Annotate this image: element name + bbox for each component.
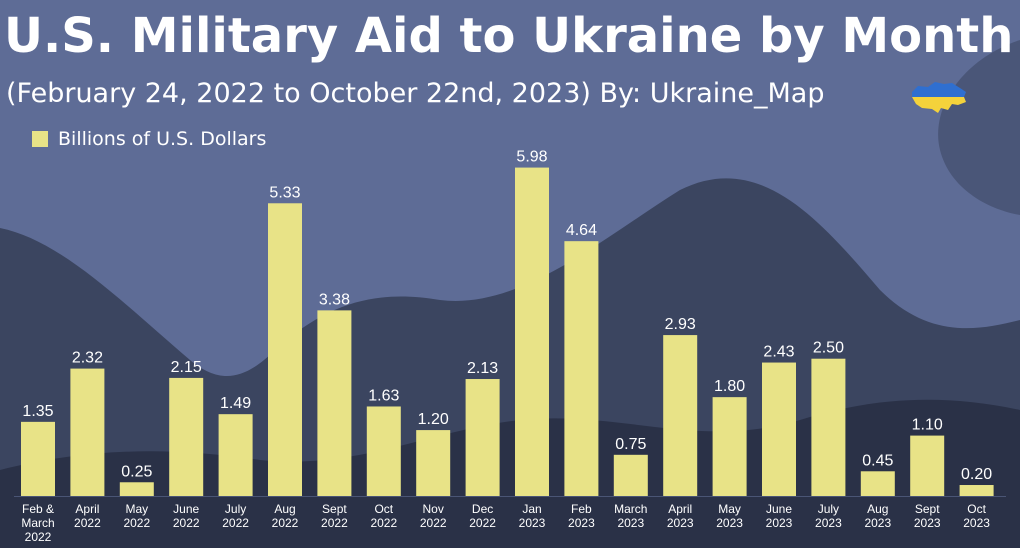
x-tick-label: Aug bbox=[867, 502, 888, 516]
x-tick-label: Dec bbox=[472, 502, 493, 516]
x-tick-label: 2022 bbox=[370, 516, 397, 530]
bar-value-label: 2.43 bbox=[763, 344, 794, 361]
bar bbox=[959, 485, 994, 496]
x-tick-label: July bbox=[818, 502, 839, 516]
bar-value-label: 1.80 bbox=[714, 378, 745, 395]
x-tick-label: 2022 bbox=[25, 530, 52, 544]
x-tick-label: Sept bbox=[915, 502, 940, 516]
bar bbox=[712, 397, 747, 496]
x-tick-label: Jan bbox=[522, 502, 541, 516]
bar-value-label: 0.20 bbox=[961, 466, 992, 483]
x-tick-label: March bbox=[21, 516, 54, 530]
bar-value-label: 4.64 bbox=[566, 222, 597, 239]
x-tick-label: May bbox=[718, 502, 741, 516]
bar bbox=[515, 167, 549, 497]
bar bbox=[564, 241, 599, 496]
bar-value-label: 1.63 bbox=[368, 387, 399, 404]
x-tick-label: Oct bbox=[967, 502, 986, 516]
x-tick-label: 2022 bbox=[123, 516, 150, 530]
bar-value-label: 2.32 bbox=[72, 350, 103, 367]
bar-value-label: 0.45 bbox=[862, 452, 893, 469]
x-tick-label: June bbox=[173, 502, 199, 516]
bar-value-label: 0.25 bbox=[121, 463, 152, 480]
bar-value-label: 2.93 bbox=[665, 316, 696, 333]
chart-subtitle: (February 24, 2022 to October 22nd, 2023… bbox=[6, 78, 825, 109]
x-tick-label: Aug bbox=[274, 502, 295, 516]
legend-label: Billions of U.S. Dollars bbox=[58, 128, 267, 150]
bar-value-label: 2.15 bbox=[171, 359, 202, 376]
bar-value-label: 1.20 bbox=[418, 411, 449, 428]
x-tick-label: Sept bbox=[322, 502, 347, 516]
bar bbox=[762, 362, 796, 496]
bar bbox=[119, 482, 154, 496]
bar-value-label: 5.33 bbox=[269, 184, 300, 201]
x-tick-label: 2023 bbox=[617, 516, 644, 530]
x-tick-label: 2022 bbox=[173, 516, 200, 530]
x-tick-label: 2023 bbox=[519, 516, 546, 530]
bar bbox=[860, 471, 895, 496]
ukraine-map-flag-icon bbox=[912, 82, 966, 113]
x-tick-label: 2023 bbox=[568, 516, 595, 530]
legend-swatch bbox=[32, 131, 48, 147]
x-tick-label: March bbox=[614, 502, 647, 516]
bar bbox=[70, 368, 105, 496]
bar-value-label: 0.75 bbox=[615, 436, 646, 453]
x-tick-label: 2023 bbox=[716, 516, 743, 530]
x-tick-label: April bbox=[75, 502, 99, 516]
bar-value-label: 1.35 bbox=[22, 403, 53, 420]
bar bbox=[613, 454, 648, 496]
x-tick-label: 2022 bbox=[222, 516, 249, 530]
x-tick-label: 2022 bbox=[469, 516, 496, 530]
bar bbox=[811, 358, 846, 496]
x-tick-label: April bbox=[668, 502, 692, 516]
bar bbox=[268, 203, 302, 496]
x-tick-label: 2022 bbox=[420, 516, 447, 530]
x-tick-label: 2023 bbox=[815, 516, 842, 530]
x-tick-label: June bbox=[766, 502, 792, 516]
chart-legend: Billions of U.S. Dollars bbox=[32, 128, 266, 150]
bar bbox=[416, 430, 451, 496]
x-tick-label: 2023 bbox=[667, 516, 694, 530]
bar bbox=[317, 310, 352, 496]
x-tick-label: 2022 bbox=[272, 516, 299, 530]
bar-value-label: 2.50 bbox=[813, 340, 844, 357]
x-tick-label: 2023 bbox=[766, 516, 793, 530]
bar bbox=[218, 414, 253, 496]
x-tick-label: 2023 bbox=[963, 516, 990, 530]
bar bbox=[169, 377, 204, 496]
bar bbox=[465, 379, 500, 496]
bar bbox=[663, 335, 698, 496]
bar bbox=[21, 421, 55, 496]
bar-value-label: 3.38 bbox=[319, 291, 350, 308]
x-tick-label: Nov bbox=[423, 502, 444, 516]
chart-title: U.S. Military Aid to Ukraine by Month bbox=[4, 8, 1014, 64]
bar bbox=[366, 406, 401, 496]
x-tick-label: July bbox=[225, 502, 246, 516]
bar-value-label: 1.49 bbox=[220, 395, 251, 412]
x-tick-label: 2023 bbox=[914, 516, 941, 530]
x-tick-label: Oct bbox=[374, 502, 393, 516]
x-tick-label: 2023 bbox=[864, 516, 891, 530]
bar-value-label: 5.98 bbox=[516, 149, 547, 166]
x-tick-label: May bbox=[125, 502, 148, 516]
bar-value-label: 1.10 bbox=[912, 417, 943, 434]
x-tick-label: Feb & bbox=[22, 502, 54, 516]
x-tick-label: 2022 bbox=[321, 516, 348, 530]
x-tick-label: 2022 bbox=[74, 516, 101, 530]
bar-value-label: 2.13 bbox=[467, 360, 498, 377]
bar bbox=[910, 435, 945, 496]
x-tick-label: Feb bbox=[571, 502, 592, 516]
